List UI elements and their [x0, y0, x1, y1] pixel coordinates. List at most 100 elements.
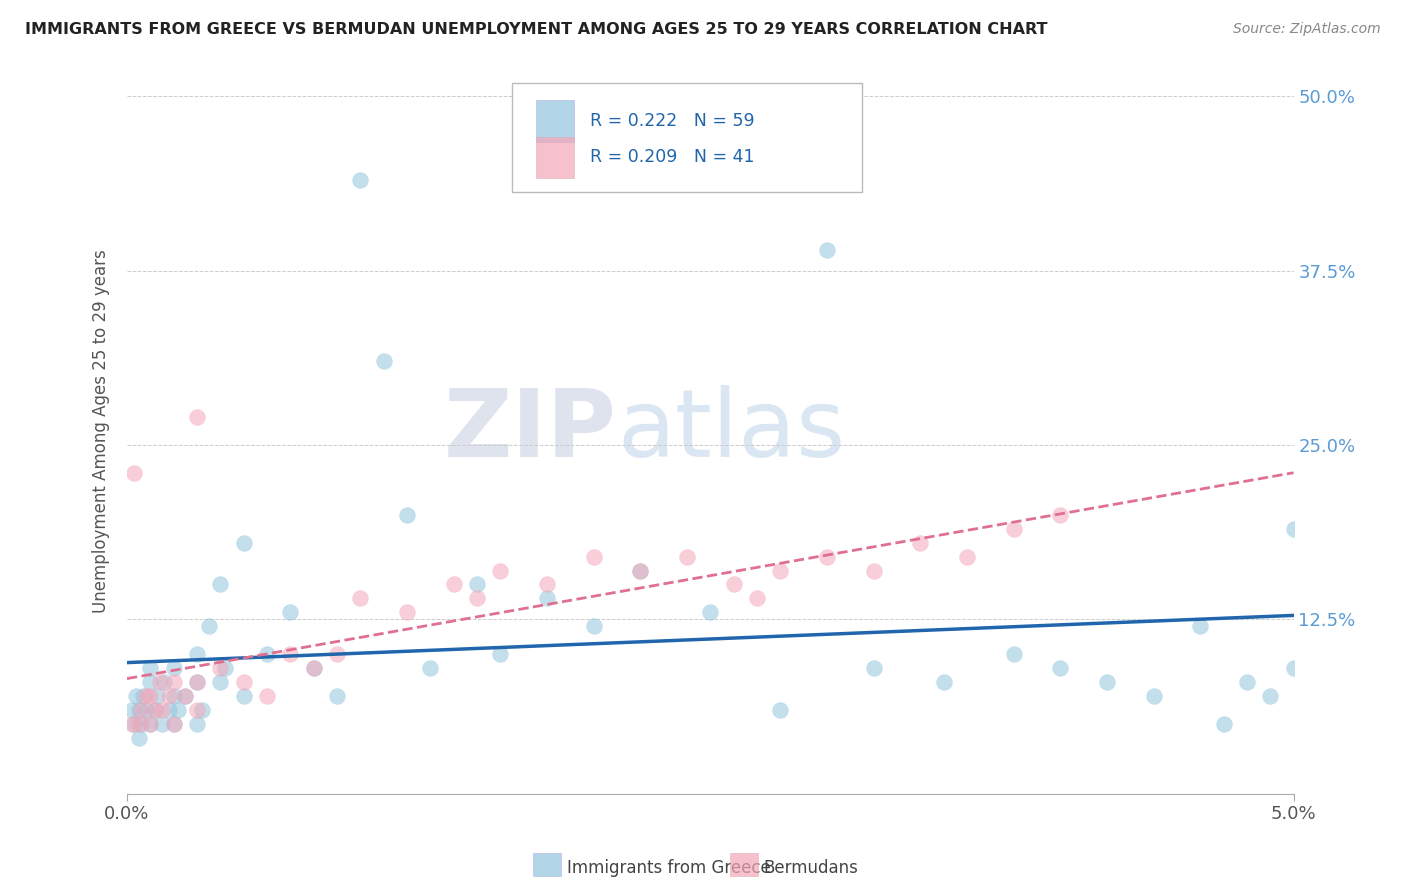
Point: [128, 731, 150, 745]
Point: [163, 717, 186, 731]
Point: [190, 703, 212, 717]
Point: [278, 647, 301, 661]
Point: [628, 564, 651, 578]
Point: [163, 661, 186, 675]
Point: [186, 675, 208, 690]
Point: [209, 675, 232, 690]
Point: [197, 619, 219, 633]
Point: [1049, 508, 1071, 522]
Point: [149, 675, 172, 690]
Point: [326, 647, 349, 661]
FancyBboxPatch shape: [512, 83, 862, 192]
Point: [769, 703, 792, 717]
Point: [278, 606, 301, 620]
Point: [628, 564, 651, 578]
Point: [1282, 522, 1305, 536]
Point: [186, 675, 208, 690]
Point: [139, 675, 162, 690]
Point: [395, 508, 418, 522]
Point: [489, 647, 512, 661]
Point: [1002, 522, 1025, 536]
Point: [1236, 675, 1258, 690]
Point: [862, 661, 884, 675]
Point: [256, 647, 278, 661]
Point: [723, 577, 745, 591]
Point: [150, 717, 173, 731]
Point: [699, 606, 721, 620]
Point: [582, 549, 605, 564]
Point: [139, 661, 162, 675]
Text: R = 0.209   N = 41: R = 0.209 N = 41: [591, 148, 755, 166]
Point: [910, 535, 932, 549]
Point: [349, 173, 371, 187]
Point: [1095, 675, 1118, 690]
Point: [676, 549, 699, 564]
Point: [174, 689, 197, 703]
Text: IMMIGRANTS FROM GREECE VS BERMUDAN UNEMPLOYMENT AMONG AGES 25 TO 29 YEARS CORREL: IMMIGRANTS FROM GREECE VS BERMUDAN UNEMP…: [25, 22, 1047, 37]
Point: [139, 717, 162, 731]
Point: [232, 675, 254, 690]
Point: [1258, 689, 1281, 703]
Y-axis label: Unemployment Among Ages 25 to 29 years: Unemployment Among Ages 25 to 29 years: [93, 249, 110, 613]
Point: [232, 535, 254, 549]
Point: [132, 689, 155, 703]
Point: [139, 689, 162, 703]
Point: [121, 717, 143, 731]
Point: [465, 591, 488, 606]
Point: [153, 675, 176, 690]
Point: [489, 564, 512, 578]
Point: [157, 689, 180, 703]
Point: [302, 661, 325, 675]
Point: [349, 591, 371, 606]
Point: [1212, 717, 1234, 731]
Point: [122, 466, 145, 480]
Text: ZIP: ZIP: [444, 385, 617, 477]
Point: [139, 717, 162, 731]
Text: atlas: atlas: [617, 385, 845, 477]
Point: [163, 689, 186, 703]
Point: [232, 689, 254, 703]
Point: [256, 689, 278, 703]
Point: [163, 717, 186, 731]
Point: [209, 661, 232, 675]
Point: [1002, 647, 1025, 661]
Point: [135, 689, 157, 703]
Point: [125, 689, 148, 703]
Point: [128, 717, 150, 731]
Point: [443, 577, 465, 591]
Point: [128, 703, 150, 717]
Point: [146, 689, 169, 703]
Point: [122, 717, 145, 731]
FancyBboxPatch shape: [537, 101, 574, 142]
Point: [1049, 661, 1071, 675]
Point: [186, 410, 208, 425]
Point: [745, 591, 768, 606]
Point: [163, 675, 186, 690]
Point: [326, 689, 349, 703]
Point: [135, 703, 157, 717]
Point: [157, 703, 180, 717]
Point: [373, 354, 395, 368]
Point: [129, 703, 152, 717]
Point: [302, 661, 325, 675]
Point: [214, 661, 236, 675]
Point: [143, 703, 166, 717]
Point: [1282, 661, 1305, 675]
Point: [121, 703, 143, 717]
Point: [186, 647, 208, 661]
Point: [129, 717, 152, 731]
Point: [186, 717, 208, 731]
Point: [769, 564, 792, 578]
Point: [174, 689, 197, 703]
Text: Source: ZipAtlas.com: Source: ZipAtlas.com: [1233, 22, 1381, 37]
Text: Immigrants from Greece: Immigrants from Greece: [567, 859, 770, 877]
Point: [536, 591, 558, 606]
Point: [815, 549, 838, 564]
Point: [150, 703, 173, 717]
Point: [536, 577, 558, 591]
FancyBboxPatch shape: [537, 136, 574, 178]
Point: [815, 243, 838, 257]
Point: [395, 606, 418, 620]
Point: [582, 619, 605, 633]
Point: [1189, 619, 1212, 633]
